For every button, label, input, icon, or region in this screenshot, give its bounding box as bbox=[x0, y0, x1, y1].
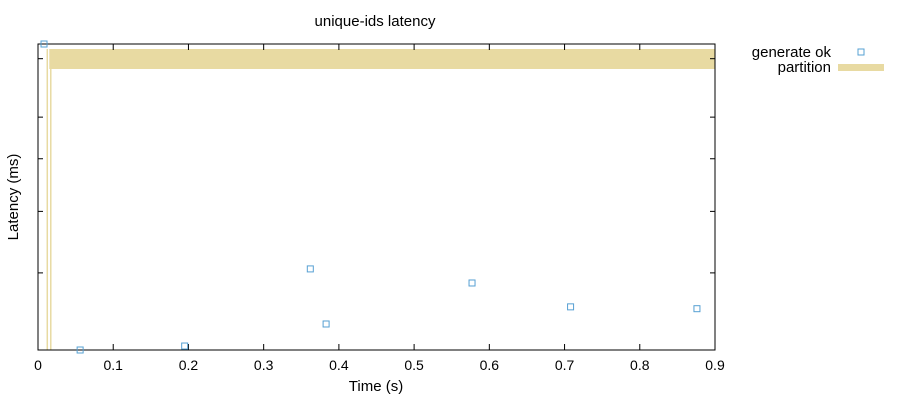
point-1-2 bbox=[76, 346, 84, 354]
point-1-1 bbox=[40, 40, 48, 48]
point-1-4 bbox=[306, 265, 314, 273]
data-points bbox=[40, 40, 701, 354]
plot-frame bbox=[37, 43, 716, 351]
y-axis-label: Latency (ms) bbox=[5, 154, 22, 241]
point-1-8 bbox=[693, 305, 701, 313]
legend-marker-1 bbox=[857, 48, 865, 56]
x-tick-label-1: 0.1 bbox=[103, 357, 123, 373]
axis-ticks: 0 0.1 0.2 0.3 0.4 0.5 0.6 0.7 0.8 0.9 bbox=[34, 44, 725, 373]
x-tick-label-6: 0.6 bbox=[480, 357, 500, 373]
point-1-7 bbox=[567, 303, 575, 311]
partition-regions bbox=[46, 49, 716, 350]
x-tick-label-7: 0.7 bbox=[555, 357, 575, 373]
x-axis-label: Time (s) bbox=[349, 378, 403, 395]
x-tick-label-9: 0.9 bbox=[705, 357, 725, 373]
x-tick-label-3: 0.3 bbox=[254, 357, 274, 373]
x-tick-label-4: 0.4 bbox=[329, 357, 349, 373]
chart-title: unique-ids latency bbox=[315, 13, 436, 30]
legend-label-1: generate ok bbox=[752, 44, 832, 61]
x-tick-label-2: 0.2 bbox=[179, 357, 199, 373]
legend-swatch-partition bbox=[838, 64, 884, 71]
point-1-6 bbox=[468, 279, 476, 287]
legend-label-partition: partition bbox=[778, 59, 831, 76]
partition-band-1 bbox=[49, 49, 716, 69]
x-tick-label-5: 0.5 bbox=[404, 357, 424, 373]
x-tick-label-8: 0.8 bbox=[630, 357, 650, 373]
point-1-5 bbox=[322, 320, 330, 328]
x-tick-label-0: 0 bbox=[34, 357, 42, 373]
point-1-3 bbox=[181, 342, 189, 350]
